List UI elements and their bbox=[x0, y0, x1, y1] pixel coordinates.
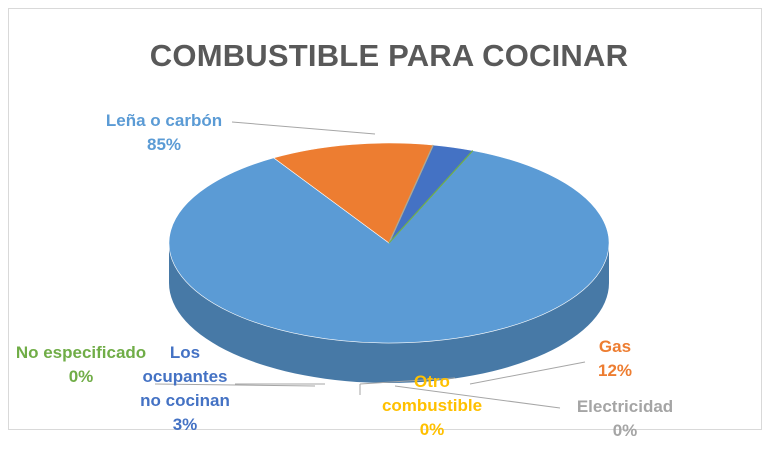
leader-line-2 bbox=[359, 377, 456, 385]
label-value: 0% bbox=[419, 420, 445, 439]
pie-slice-5 bbox=[388, 150, 474, 244]
label-name: No especificado bbox=[15, 343, 147, 362]
leader-line-4 bbox=[394, 385, 561, 409]
label-name: Otro combustible bbox=[381, 372, 483, 415]
label-slice-4: Los ocupantes no cocinan 3% bbox=[122, 341, 248, 437]
label-name: Leña o carbón bbox=[105, 111, 223, 130]
pie-slice-0 bbox=[168, 150, 610, 344]
label-slice-2: Otro combustible 0% bbox=[362, 370, 502, 442]
label-name: Electricidad bbox=[576, 397, 674, 416]
label-name: Los ocupantes no cocinan bbox=[140, 343, 230, 410]
label-value: 3% bbox=[172, 415, 198, 434]
chart-title: COMBUSTIBLE PARA COCINAR bbox=[149, 38, 629, 73]
label-slice-3: Electricidad 0% bbox=[560, 395, 690, 443]
label-value: 85% bbox=[146, 135, 182, 154]
label-value: 0% bbox=[68, 367, 94, 386]
leader-line-1 bbox=[469, 361, 586, 385]
label-value: 12% bbox=[597, 361, 633, 380]
label-slice-0: Leña o carbón 85% bbox=[80, 109, 248, 157]
label-slice-5: No especificado 0% bbox=[6, 341, 156, 389]
leader-line-6 bbox=[154, 383, 316, 387]
pie-side-0 bbox=[169, 243, 609, 383]
label-slice-1: Gas 12% bbox=[585, 335, 645, 383]
pie-slice-3 bbox=[388, 144, 434, 244]
label-value: 0% bbox=[612, 421, 638, 440]
label-name: Gas bbox=[598, 337, 632, 356]
pie-slice-1 bbox=[273, 142, 434, 244]
leader-line-0 bbox=[231, 121, 376, 135]
